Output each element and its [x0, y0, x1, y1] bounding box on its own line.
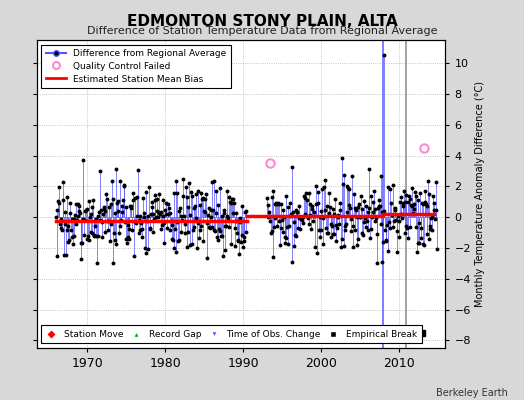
- Text: EDMONTON STONY PLAIN, ALTA: EDMONTON STONY PLAIN, ALTA: [127, 14, 397, 29]
- Text: Berkeley Earth: Berkeley Earth: [436, 388, 508, 398]
- Y-axis label: Monthly Temperature Anomaly Difference (°C): Monthly Temperature Anomaly Difference (…: [475, 81, 485, 307]
- Legend: Station Move, Record Gap, Time of Obs. Change, Empirical Break: Station Move, Record Gap, Time of Obs. C…: [41, 326, 422, 344]
- Text: Difference of Station Temperature Data from Regional Average: Difference of Station Temperature Data f…: [87, 26, 437, 36]
